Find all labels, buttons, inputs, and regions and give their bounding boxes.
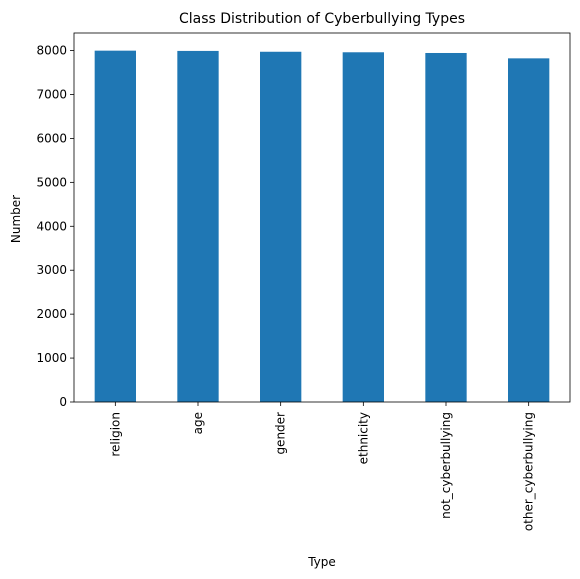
y-tick-label: 5000 — [36, 175, 67, 189]
axes-frame — [73, 32, 571, 403]
x-tick-label: other_cyberbullying — [522, 412, 536, 531]
x-tick-label: religion — [108, 412, 122, 457]
x-axis-label: Type — [307, 555, 336, 569]
x-tick-label: ethnicity — [356, 412, 370, 464]
x-tick-label: age — [191, 412, 205, 434]
bar-other-cyberbullying — [508, 58, 550, 402]
bar-not-cyberbullying — [425, 52, 467, 403]
y-axis-label: Number — [9, 195, 23, 243]
bar-age — [177, 50, 219, 403]
y-tick-label: 3000 — [36, 263, 67, 277]
bar-religion — [94, 50, 136, 402]
y-tick-label: 7000 — [36, 88, 67, 102]
bar-ethnicity — [342, 52, 384, 402]
x-tick-label: gender — [274, 412, 288, 455]
y-tick-label: 1000 — [36, 351, 67, 365]
x-tick-label: not_cyberbullying — [439, 412, 453, 519]
y-tick-label: 8000 — [36, 44, 67, 58]
y-tick-label: 2000 — [36, 307, 67, 321]
y-tick-label: 6000 — [36, 131, 67, 145]
bar-gender — [260, 51, 302, 402]
y-tick-label: 0 — [59, 395, 67, 409]
plot-area: religion age gender ethnicity not_cyberbully… — [36, 32, 571, 531]
y-tick-label: 4000 — [36, 219, 67, 233]
chart-title: Class Distribution of Cyberbullying Type… — [179, 11, 465, 27]
